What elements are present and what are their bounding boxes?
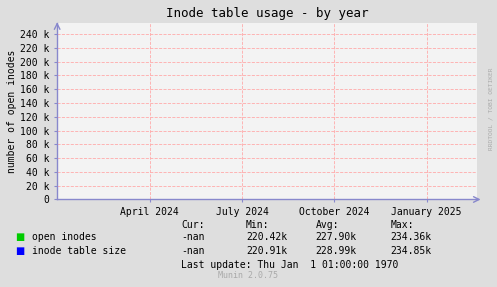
Y-axis label: number of open inodes: number of open inodes bbox=[7, 50, 17, 173]
Title: Inode table usage - by year: Inode table usage - by year bbox=[166, 7, 368, 20]
Text: 234.36k: 234.36k bbox=[390, 232, 431, 242]
Text: RRDTOOL / TOBI OETIKER: RRDTOOL / TOBI OETIKER bbox=[489, 68, 494, 150]
Text: Min:: Min: bbox=[246, 220, 269, 230]
Text: inode table size: inode table size bbox=[32, 246, 126, 256]
Text: 227.90k: 227.90k bbox=[316, 232, 357, 242]
Text: 220.42k: 220.42k bbox=[246, 232, 287, 242]
Text: Max:: Max: bbox=[390, 220, 414, 230]
Text: -nan: -nan bbox=[181, 232, 205, 242]
Text: Cur:: Cur: bbox=[181, 220, 205, 230]
Text: 220.91k: 220.91k bbox=[246, 246, 287, 256]
Text: Avg:: Avg: bbox=[316, 220, 339, 230]
Text: Munin 2.0.75: Munin 2.0.75 bbox=[219, 271, 278, 280]
Text: 228.99k: 228.99k bbox=[316, 246, 357, 256]
Text: Last update: Thu Jan  1 01:00:00 1970: Last update: Thu Jan 1 01:00:00 1970 bbox=[181, 261, 399, 270]
Text: -nan: -nan bbox=[181, 246, 205, 256]
Text: ■: ■ bbox=[15, 232, 24, 242]
Text: 234.85k: 234.85k bbox=[390, 246, 431, 256]
Text: ■: ■ bbox=[15, 246, 24, 256]
Text: open inodes: open inodes bbox=[32, 232, 97, 242]
